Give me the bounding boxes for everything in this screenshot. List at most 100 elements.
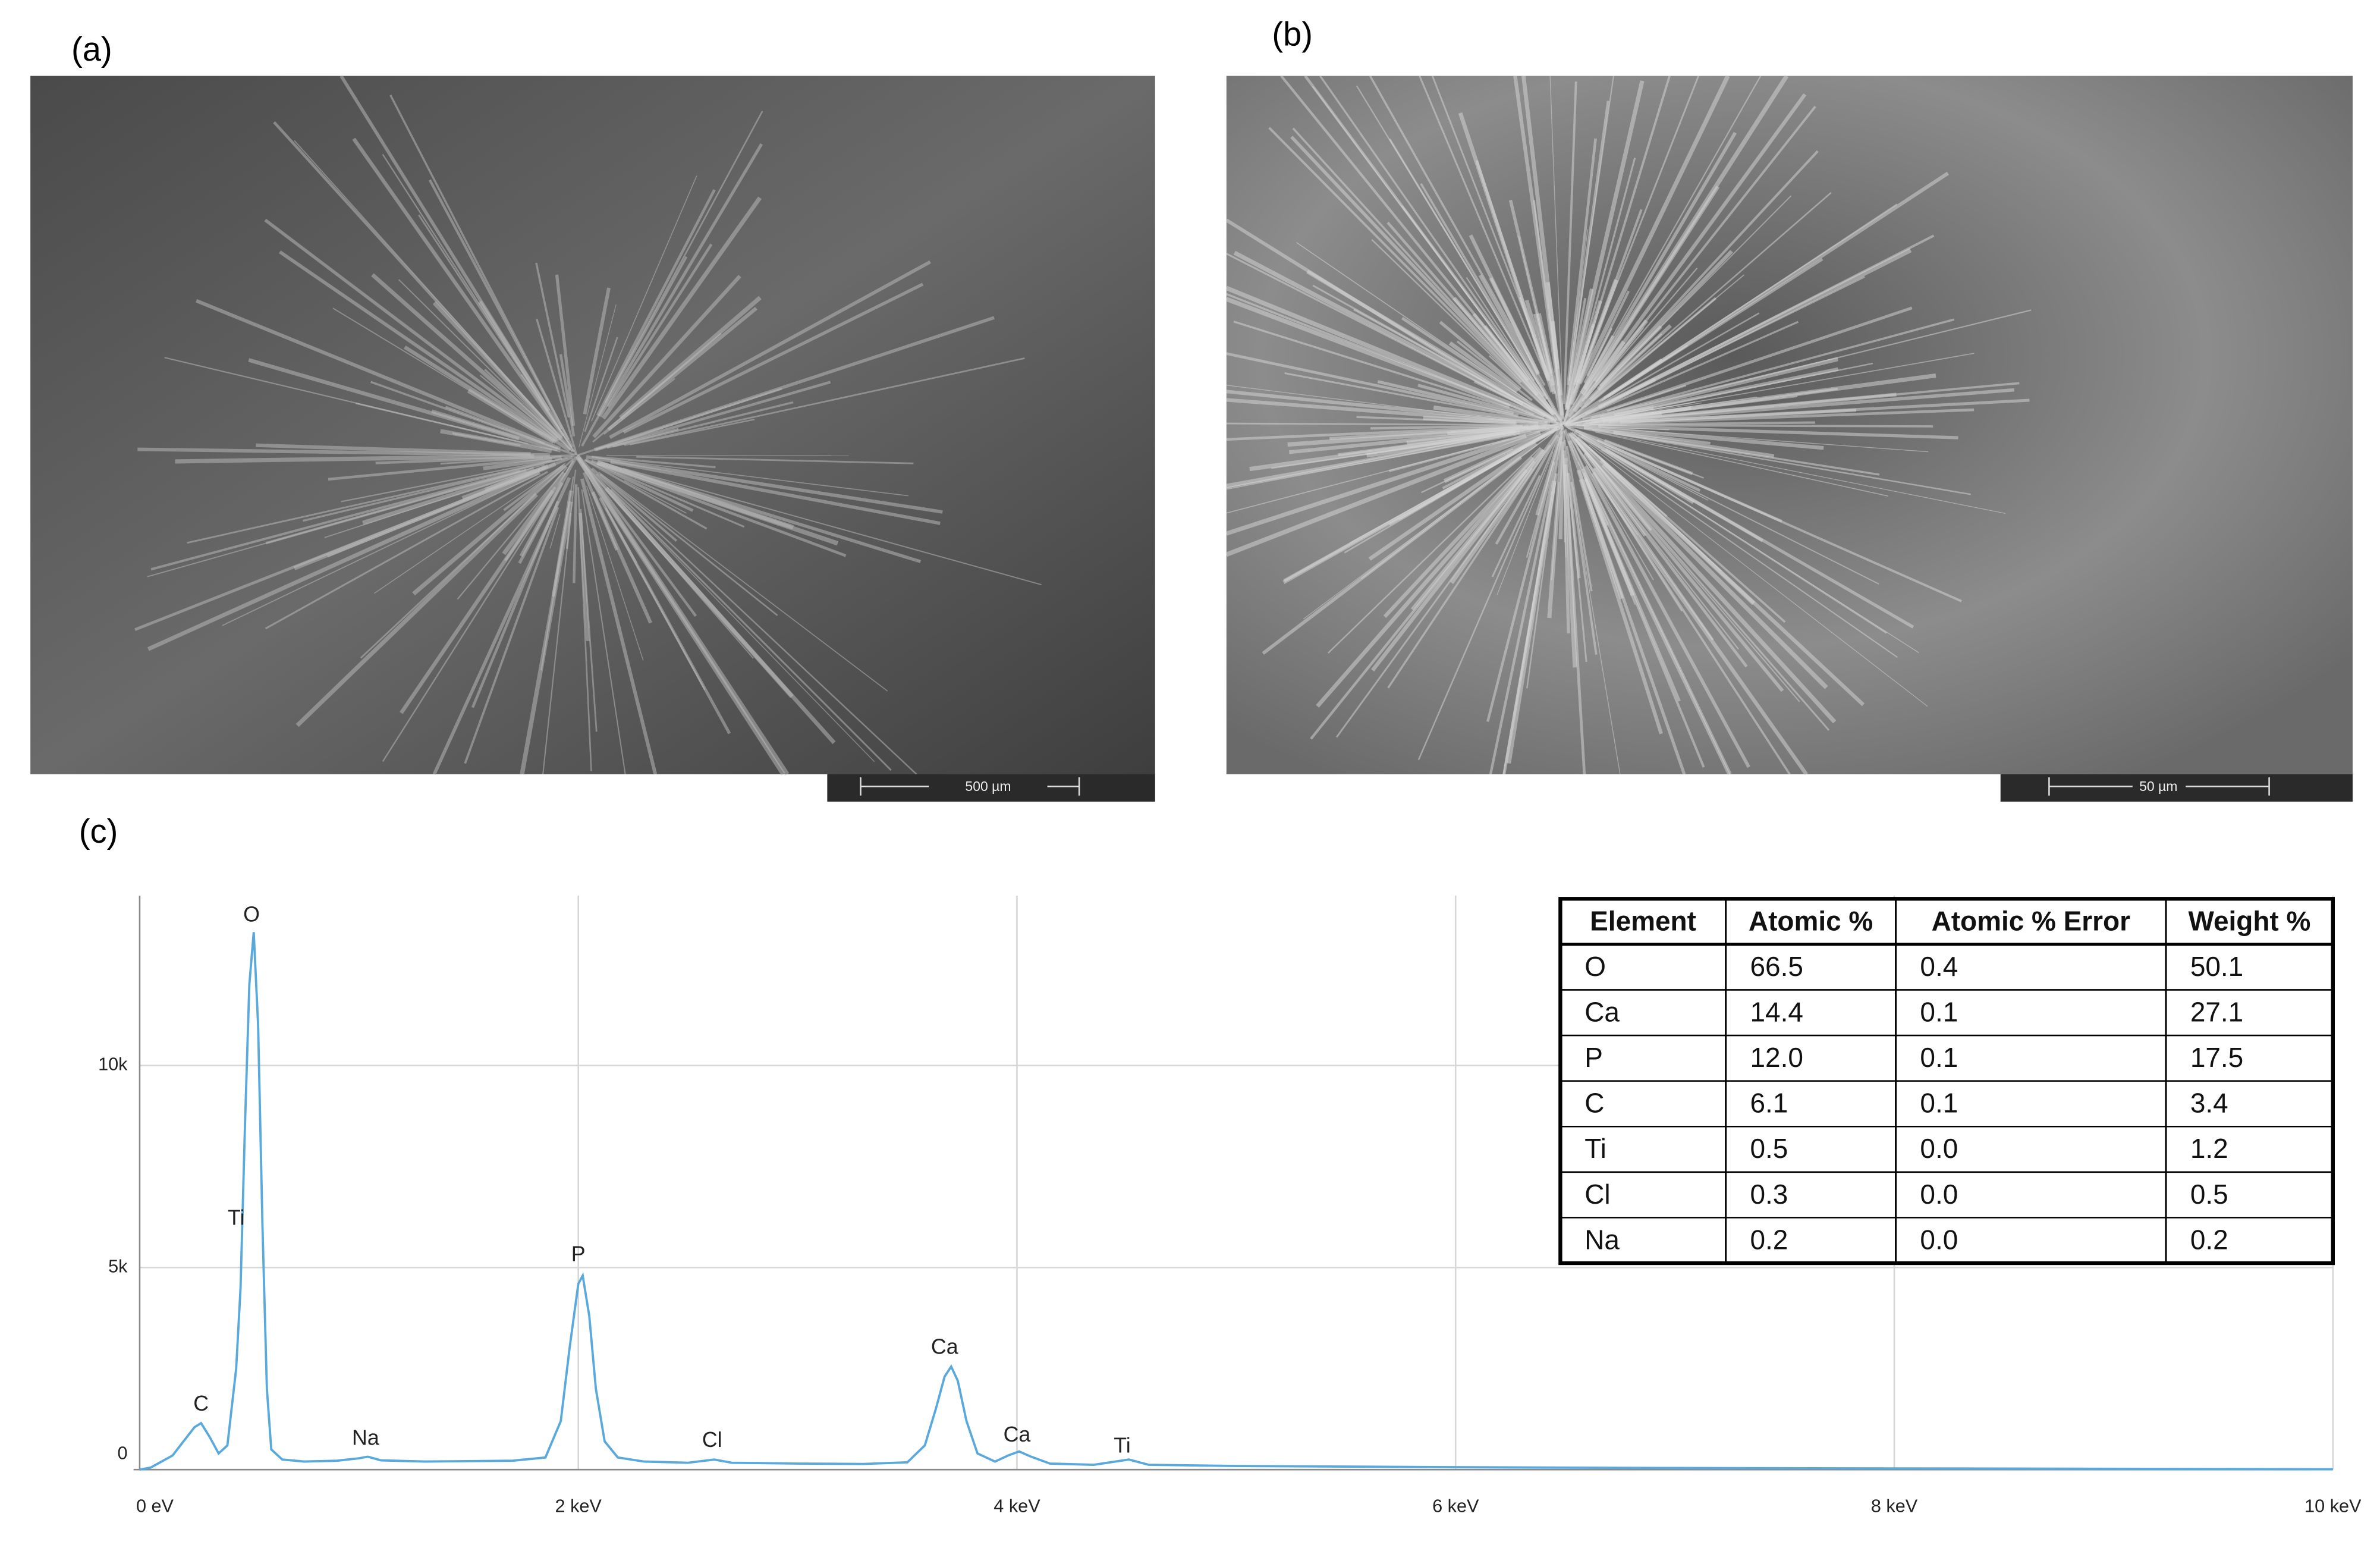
table-cell: Na [1584,1224,1620,1255]
crystal [576,388,782,457]
scale-bar-label: 500 µm [965,778,1011,794]
crystal [1377,380,1514,415]
crystal [583,287,611,415]
crystal [1564,288,1594,411]
table-cell: 27.1 [2190,996,2243,1027]
crystal [1535,437,1562,516]
crystal [1439,321,1521,391]
table-cell: 12.0 [1750,1042,1803,1073]
crystal [598,143,763,417]
crystal [1496,451,1554,595]
crystal [590,459,847,557]
crystal [1387,444,1551,689]
crystal [362,467,535,525]
crystal [352,137,565,437]
table-cell: C [1584,1088,1604,1119]
crystal [1585,267,1698,400]
crystal [1350,438,1540,544]
crystal [1564,297,1717,425]
crystal [452,432,521,447]
crystal [1605,445,1879,585]
crystal [222,473,539,626]
crystal [1576,447,1654,580]
crystal [1595,431,1889,497]
crystal [273,121,572,450]
crystal [1565,275,1865,425]
crystal [1225,285,1545,420]
crystal [341,460,551,503]
crystal [1576,427,2006,514]
crystal [1583,382,2020,425]
spectrum-chart: 0 eV 2 keV 4 keV 6 keV 8 keV 10 keV 0 5k 10k C Ti O… [98,896,2362,1517]
crystal [1292,127,1555,416]
crystal [464,507,559,764]
crystal [599,473,778,616]
texture [1225,74,2032,776]
crystal [1284,372,1548,423]
y-tick-label: 5k [108,1256,128,1276]
crystal [1565,191,1832,424]
crystal [1566,456,1621,775]
table-cell: 50.1 [2190,951,2243,982]
crystal [622,282,924,434]
crystal [555,274,576,426]
crystal [1549,76,1564,415]
crystal [1591,318,1955,419]
x-tick-label: 0 eV [136,1496,174,1517]
crystal [457,466,568,600]
crystal [332,307,543,435]
crystal [1368,442,1538,561]
table-cell: Cl [1584,1179,1610,1210]
crystal [1584,465,1750,768]
crystal [1551,482,1560,580]
crystal [601,196,762,420]
crystal [1563,464,1577,668]
peak-label: O [243,903,260,927]
crystal [549,513,561,549]
crystal [584,458,694,512]
crystal [1583,477,1705,768]
crystal [596,473,917,775]
x-tick-label: 8 keV [1871,1496,1918,1517]
crystal [1564,312,1760,425]
crystal [1598,425,1958,439]
crystal [604,111,763,403]
crystal [1599,150,1819,387]
table-cell: 0.2 [1750,1224,1788,1255]
crystal [1268,127,1522,384]
scale-bar [860,777,1080,796]
crystal [1356,85,1539,385]
crystal [1569,76,1762,412]
crystal [328,456,562,481]
y-tick-label: 0 [117,1443,127,1464]
crystal [1558,431,1565,539]
scale-bar-strip [827,774,1155,802]
crystal [576,454,836,745]
crystal [1502,435,1563,775]
crystal [1383,456,1535,618]
crystal [1233,250,1554,422]
crystal [1491,475,1541,577]
panel-label: (c) [79,812,118,850]
crystal [559,354,576,437]
crystal [622,467,1042,586]
crystal [1567,427,1920,654]
crystal [565,513,572,549]
crystal [630,419,755,445]
table-cell: 14.4 [1750,996,1803,1027]
x-tick-label: 10 keV [2304,1496,2362,1517]
crystal [1564,101,1610,407]
crystal [591,467,678,542]
crystal [591,456,716,469]
crystal [1570,482,1598,655]
crystal [400,489,555,714]
crystal [1569,431,1837,724]
crystal [609,260,931,439]
crystal [1582,424,1933,428]
crystal [1458,112,1555,393]
crystal [371,273,559,440]
crystal [1577,75,1730,385]
crystal [1489,428,1564,775]
crystal [584,459,708,530]
